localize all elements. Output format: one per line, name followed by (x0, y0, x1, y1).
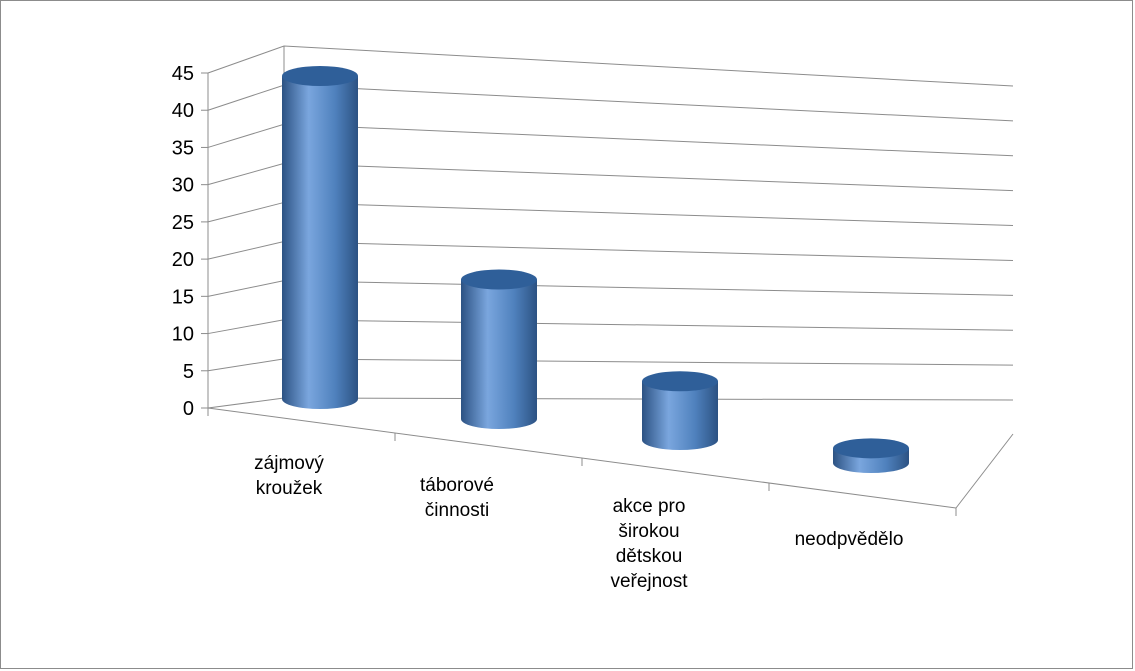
bar (833, 438, 909, 473)
bar (642, 371, 718, 450)
x-tick-label-line: neodpvědělo (795, 529, 904, 550)
x-tick-label-line: dětskou (616, 546, 683, 567)
x-tick-label: táborové činnosti (420, 475, 494, 521)
bar-top (833, 438, 909, 459)
x-tick-label: akce pro širokou dětskou veřejnost (610, 496, 688, 592)
x-tick-label-line: činnosti (425, 500, 489, 521)
bar (461, 269, 537, 429)
x-tick-label-line: širokou (618, 521, 679, 542)
bar-top (642, 371, 718, 392)
bar (282, 66, 358, 409)
x-tick-label-line: akce pro (613, 496, 686, 517)
x-tick-label: neodpvědělo (795, 529, 904, 550)
y-tick-label: 30 (172, 175, 194, 197)
x-tick-label: zájmový kroužek (254, 453, 324, 499)
y-tick-label: 25 (172, 212, 194, 234)
y-tick-label: 35 (172, 137, 194, 159)
bar-body (461, 279, 537, 429)
y-tick-label: 15 (172, 286, 194, 308)
y-tick-label: 40 (172, 100, 194, 122)
bars (282, 66, 909, 473)
y-tick-label: 20 (172, 249, 194, 271)
y-tick-label: 0 (183, 398, 194, 420)
y-tick-label: 45 (172, 63, 194, 85)
bar-top (282, 66, 358, 86)
bar-body (642, 381, 718, 450)
bar-top (461, 269, 537, 290)
y-tick-label: 10 (172, 324, 194, 346)
x-tick-label-line: veřejnost (610, 571, 688, 592)
x-tick-label-line: táborové (420, 475, 494, 496)
y-tick-label: 5 (183, 361, 194, 383)
bar-body (282, 76, 358, 409)
labels: 0 5 10 15 20 25 30 35 40 45 zájmový kroužek táborové… (172, 63, 904, 592)
floor-right-edge (955, 433, 1014, 509)
x-tick-label-line: kroužek (256, 478, 323, 499)
x-tick-label-line: zájmový (254, 453, 324, 474)
